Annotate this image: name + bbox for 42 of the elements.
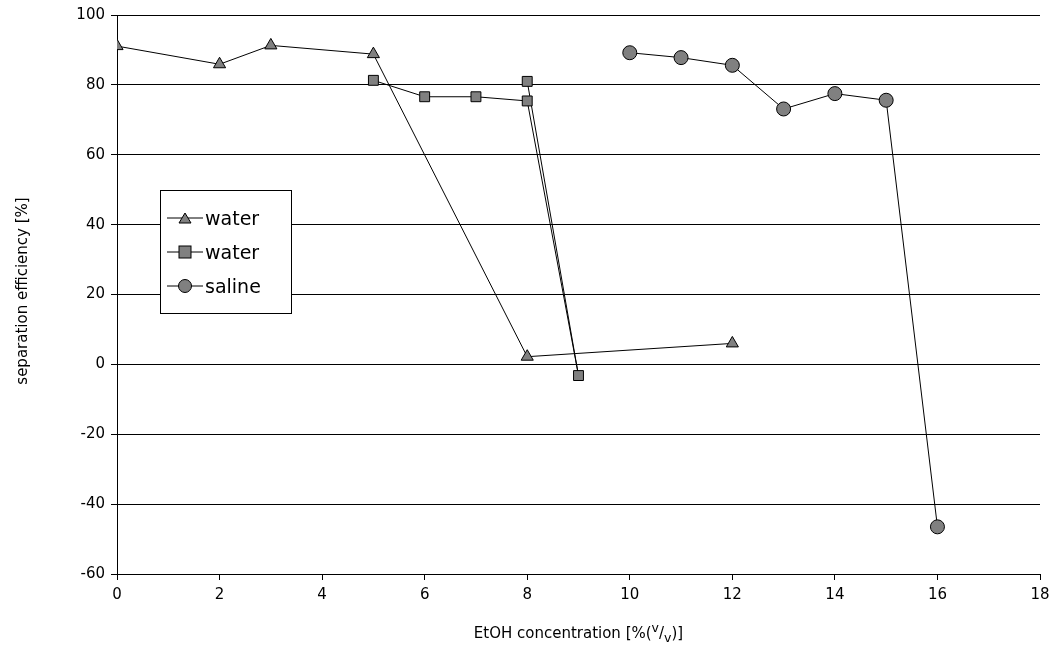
x-tick-label: 14 (825, 584, 845, 603)
point (212, 56, 227, 69)
y-tick-label: 40 (85, 214, 105, 233)
y-tick-label: -40 (80, 494, 105, 513)
y-tick-label: 100 (76, 4, 105, 23)
point (264, 37, 278, 50)
y-tick-label: 20 (85, 284, 105, 303)
y-tick-label: 0 (95, 354, 105, 373)
x-tick-label: 18 (1030, 584, 1050, 603)
x-tick-label: 4 (317, 584, 327, 603)
point (776, 101, 792, 117)
point (725, 335, 739, 348)
legend-label: saline (205, 275, 261, 297)
point (521, 75, 533, 87)
point (724, 57, 740, 73)
point (929, 519, 945, 535)
x-tick-label: 0 (112, 584, 122, 603)
y-tick-label: 80 (85, 74, 105, 93)
y-tick-label: -60 (80, 563, 105, 582)
point (520, 349, 534, 361)
x-tick-label: 8 (522, 584, 532, 603)
point (673, 50, 689, 66)
legend-label: water (205, 241, 260, 263)
y-tick-label: 60 (85, 144, 105, 163)
point (521, 95, 533, 107)
point (622, 45, 638, 61)
x-tick-label: 10 (620, 584, 640, 603)
point (367, 74, 379, 86)
legend-label: water (205, 207, 260, 229)
y-axis-title: separation efficiency [%] (13, 197, 31, 385)
point (419, 91, 431, 103)
x-tick-label: 2 (214, 584, 225, 603)
x-tick-label: 12 (722, 584, 742, 603)
point (573, 370, 584, 382)
point (878, 92, 894, 108)
x-axis-title: EtOH concentration [%($^{v}$/$_{v}$)] (472, 620, 685, 645)
x-tick-label: 16 (927, 584, 947, 603)
point (827, 86, 843, 102)
point (366, 46, 380, 59)
y-tick-label: -20 (80, 424, 105, 443)
x-tick-label: 6 (419, 584, 430, 603)
point (470, 91, 482, 103)
